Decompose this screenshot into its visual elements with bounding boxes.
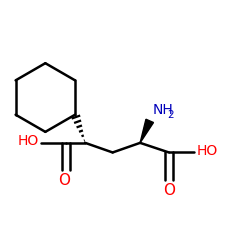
Text: HO: HO xyxy=(17,134,38,148)
Text: HO: HO xyxy=(196,144,218,158)
Text: O: O xyxy=(58,173,70,188)
Text: NH: NH xyxy=(152,103,173,117)
Polygon shape xyxy=(140,119,153,143)
Text: 2: 2 xyxy=(167,110,173,120)
Text: O: O xyxy=(163,183,175,198)
